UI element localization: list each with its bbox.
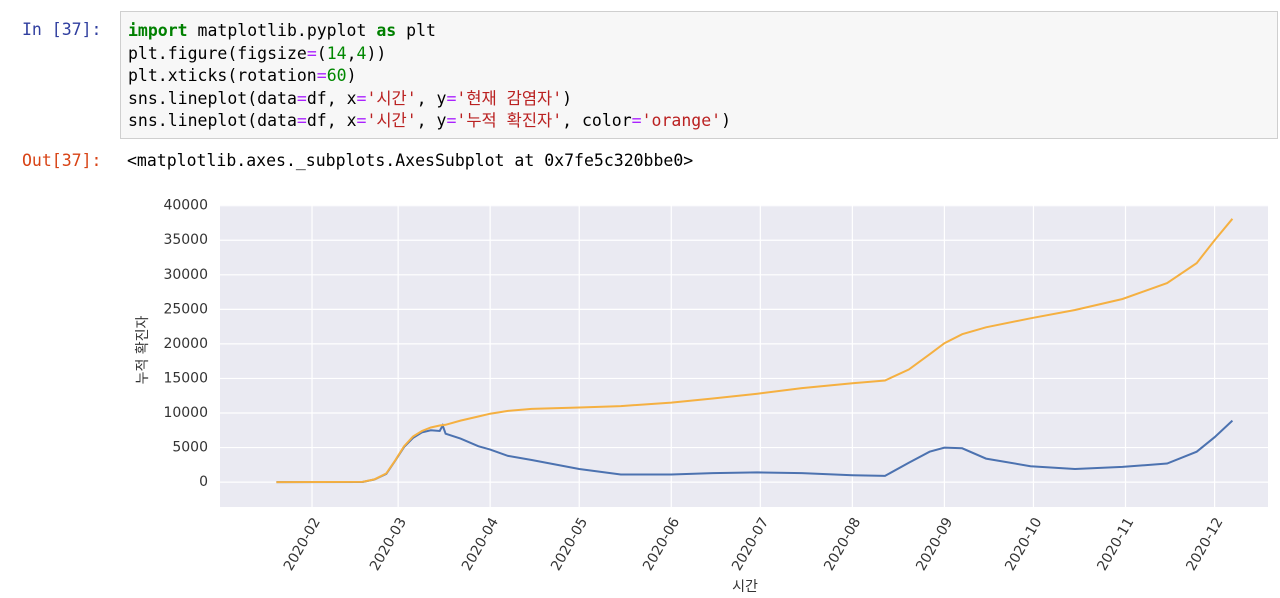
code-token: , color [562,111,632,131]
code-token: '현재 감염자' [456,88,563,108]
out-prompt: Out[37]: [22,151,102,170]
y-axis-label: 누적 확진자 [135,315,151,384]
code-line: plt.xticks(rotation=60) [128,65,1270,88]
y-tick-label: 15000 [163,370,208,386]
code-token: = [296,88,307,108]
code-token: 'orange' [641,111,722,131]
code-token: = [316,66,327,86]
code-token: plt [396,21,436,40]
plot-background [220,205,1268,507]
x-axis-label: 시간 [732,579,758,595]
code-token: '시간' [366,111,417,131]
code-token: = [356,88,367,108]
y-tick-label: 5000 [172,440,208,456]
y-tick-label: 25000 [163,301,208,317]
code-token: )) [366,43,387,63]
x-tick-label: 2020-09 [913,515,956,574]
code-token: '누적 확진자' [456,111,563,131]
code-token: = [296,111,307,131]
code-token: df, x [306,111,357,131]
code-cell[interactable]: import matplotlib.pyplot as plt plt.figur… [120,11,1278,139]
code-token: 60 [326,66,347,86]
y-tick-label: 0 [199,474,208,490]
code-token: matplotlib.pyplot [187,21,377,40]
output-text: <matplotlib.axes._subplots.AxesSubplot a… [127,151,694,170]
y-tick-label: 10000 [163,405,208,421]
y-tick-label: 35000 [163,232,208,248]
code-line: sns.lineplot(data=df, x='시간', y='누적 확진자'… [128,110,1270,133]
x-tick-label: 2020-02 [281,515,324,574]
code-token: ) [562,88,573,108]
code-token: , [346,43,357,63]
code-token: as [376,21,397,40]
code-token: , y [416,111,447,131]
code-token: import [128,21,188,40]
code-token: 14 [326,43,347,63]
code-token: 4 [356,43,367,63]
line-series [276,218,1234,484]
code-token: ( [316,43,327,63]
code-token: = [306,43,317,63]
x-tick-label: 2020-06 [640,515,683,574]
code-token: sns.lineplot(data [128,111,297,131]
code-token: , y [416,88,447,108]
code-token: df, x [306,88,357,108]
code-token: ) [346,66,357,86]
code-token: = [446,88,457,108]
x-tick-label: 2020-12 [1183,515,1226,574]
code-token: = [631,111,642,131]
code-line: import matplotlib.pyplot as plt [128,20,1270,43]
y-tick-label: 20000 [163,336,208,352]
code-line: plt.figure(figsize=(14,4)) [128,43,1270,66]
x-tick-label: 2020-05 [548,515,591,574]
x-tick-label: 2020-11 [1094,515,1137,574]
code-token: plt.figure(figsize [128,43,307,63]
x-tick-label: 2020-07 [729,515,772,574]
code-line: sns.lineplot(data=df, x='시간', y='현재 감염자'… [128,88,1270,111]
code-token: sns.lineplot(data [128,88,297,108]
code-token: = [446,111,457,131]
x-tick-label: 2020-03 [367,515,410,574]
x-tick-label: 2020-08 [821,515,864,574]
y-tick-label: 40000 [163,198,208,214]
x-tick-label: 2020-04 [459,515,502,574]
y-tick-label: 30000 [163,267,208,283]
code-token: plt.xticks(rotation [128,66,317,86]
x-tick-label: 2020-10 [1002,515,1045,574]
code-token: = [356,111,367,131]
code-token: '시간' [366,88,417,108]
code-token: ) [721,111,732,131]
in-prompt: In [37]: [22,20,102,39]
